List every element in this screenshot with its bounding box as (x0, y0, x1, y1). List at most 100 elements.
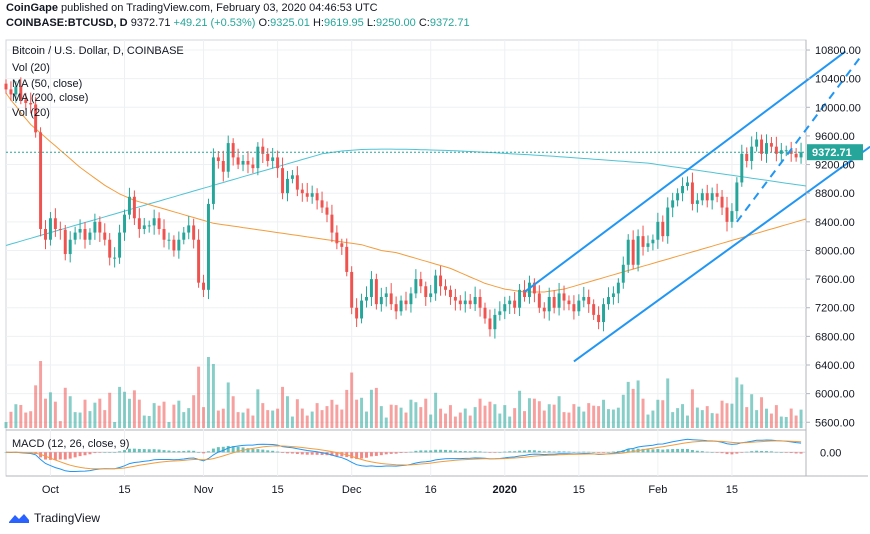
macd-histogram-bar (542, 451, 546, 453)
macd-histogram-bar (271, 450, 275, 453)
macd-histogram-bar (537, 450, 541, 453)
candle-body (646, 243, 650, 247)
macd-histogram-bar (132, 448, 136, 453)
volume-bar (29, 411, 33, 428)
legend: Bitcoin / U.S. Dollar, D, COINBASE Vol (… (12, 45, 184, 450)
volume-bar (142, 415, 146, 428)
volume-bar (290, 416, 294, 428)
candle-body (636, 236, 640, 265)
macd-histogram-bar (745, 451, 749, 453)
candle-body (182, 232, 186, 240)
candle-body (162, 228, 166, 240)
macd-histogram-bar (365, 452, 368, 458)
candle-body (592, 304, 596, 315)
tradingview-brand[interactable]: TradingView (8, 511, 100, 525)
macd-histogram-bar (779, 452, 783, 453)
volume-bar (745, 407, 749, 428)
candle-body (799, 152, 803, 158)
macd-histogram-bar (720, 452, 724, 454)
x-tick-label: 15 (271, 484, 283, 496)
macd-histogram-bar (360, 452, 364, 459)
candle-body (19, 86, 23, 100)
candle-body (202, 282, 206, 290)
volume-bars (4, 357, 803, 428)
candle-body (290, 175, 294, 179)
volume-bar (695, 407, 699, 428)
candle-body (641, 236, 645, 247)
last-price-badge (807, 144, 863, 161)
candle-body (671, 200, 675, 208)
candle-body (118, 232, 122, 258)
symbol: COINBASE:BTCUSD, D (6, 17, 128, 29)
x-tick-label: 2020 (493, 484, 517, 496)
macd-histogram-bar (236, 446, 240, 453)
trend-channel (523, 50, 870, 363)
volume-bar (39, 361, 43, 428)
high-label: H: (312, 17, 324, 29)
candle-body (295, 175, 299, 190)
volume-bar (424, 398, 428, 428)
volume-bar (651, 410, 655, 428)
y-tick-label: 8400.00 (815, 217, 855, 229)
macd-histogram-bar (686, 449, 689, 453)
candle-body (310, 193, 314, 197)
volume-bar (493, 404, 497, 428)
macd-histogram-bar (799, 452, 803, 454)
volume-bar (686, 415, 689, 428)
y-tick-label: 6400.00 (815, 360, 855, 372)
candle-body (715, 193, 719, 197)
macd-histogram-bar (295, 452, 299, 455)
candle-body (63, 229, 67, 255)
volume-bar (211, 364, 215, 428)
macd-histogram-bar (518, 450, 522, 453)
macd-histogram-bar (587, 451, 591, 453)
volume-bar (562, 412, 566, 428)
volume-bar (305, 415, 309, 428)
macd-histogram-bar (448, 450, 452, 453)
macd-histogram-bar (63, 452, 67, 460)
candle-body (88, 232, 92, 240)
volume-bar (335, 404, 339, 428)
candle-body (503, 304, 507, 312)
volume-bar (266, 410, 270, 428)
macd-histogram-bar (557, 451, 561, 453)
volume-bar (355, 399, 359, 428)
volume-bar (567, 412, 571, 428)
macd-histogram-bar (740, 452, 744, 453)
y-tick-label: 7600.00 (815, 274, 855, 286)
candle-body (735, 182, 739, 212)
candle-body (794, 153, 798, 158)
candle-body (676, 193, 680, 201)
volume-bar (582, 411, 586, 428)
macd-histogram-bar (162, 450, 166, 453)
volume-bar (597, 406, 601, 428)
legend-macd: MACD (12, 26, close, 9) (12, 438, 129, 450)
volume-bar (666, 378, 670, 428)
volume-bar (127, 398, 131, 428)
candle-body (78, 228, 82, 233)
candle-body (39, 132, 43, 229)
macd-histogram-bar (527, 450, 531, 453)
candle-body (542, 307, 546, 312)
volume-bar (760, 397, 764, 428)
macd-histogram-bar (666, 449, 670, 453)
ohlc-line: COINBASE:BTCUSD, D 9372.71 +49.21 (+0.53… (6, 17, 470, 29)
candle-body (315, 193, 319, 201)
volume-bar (799, 409, 803, 428)
volume-bar (123, 391, 126, 428)
legend-vol: Vol (20) (12, 62, 50, 74)
candle-body (29, 102, 33, 105)
candle-body (231, 143, 235, 158)
channel-projection-line (736, 56, 862, 223)
axes: 10800.00 10400.00 10000.00 9600.00 9200.00 88… (6, 45, 863, 496)
volume-bar (246, 408, 250, 428)
candle-body (434, 275, 438, 294)
macd-histogram-bar (626, 449, 630, 453)
last-price: 9372.71 (130, 17, 171, 29)
macd-histogram-bar (710, 452, 714, 453)
volume-bar (19, 405, 23, 428)
x-tick-label: 15 (118, 484, 130, 496)
volume-bar (78, 412, 82, 428)
macd-histogram-bar (374, 452, 378, 456)
